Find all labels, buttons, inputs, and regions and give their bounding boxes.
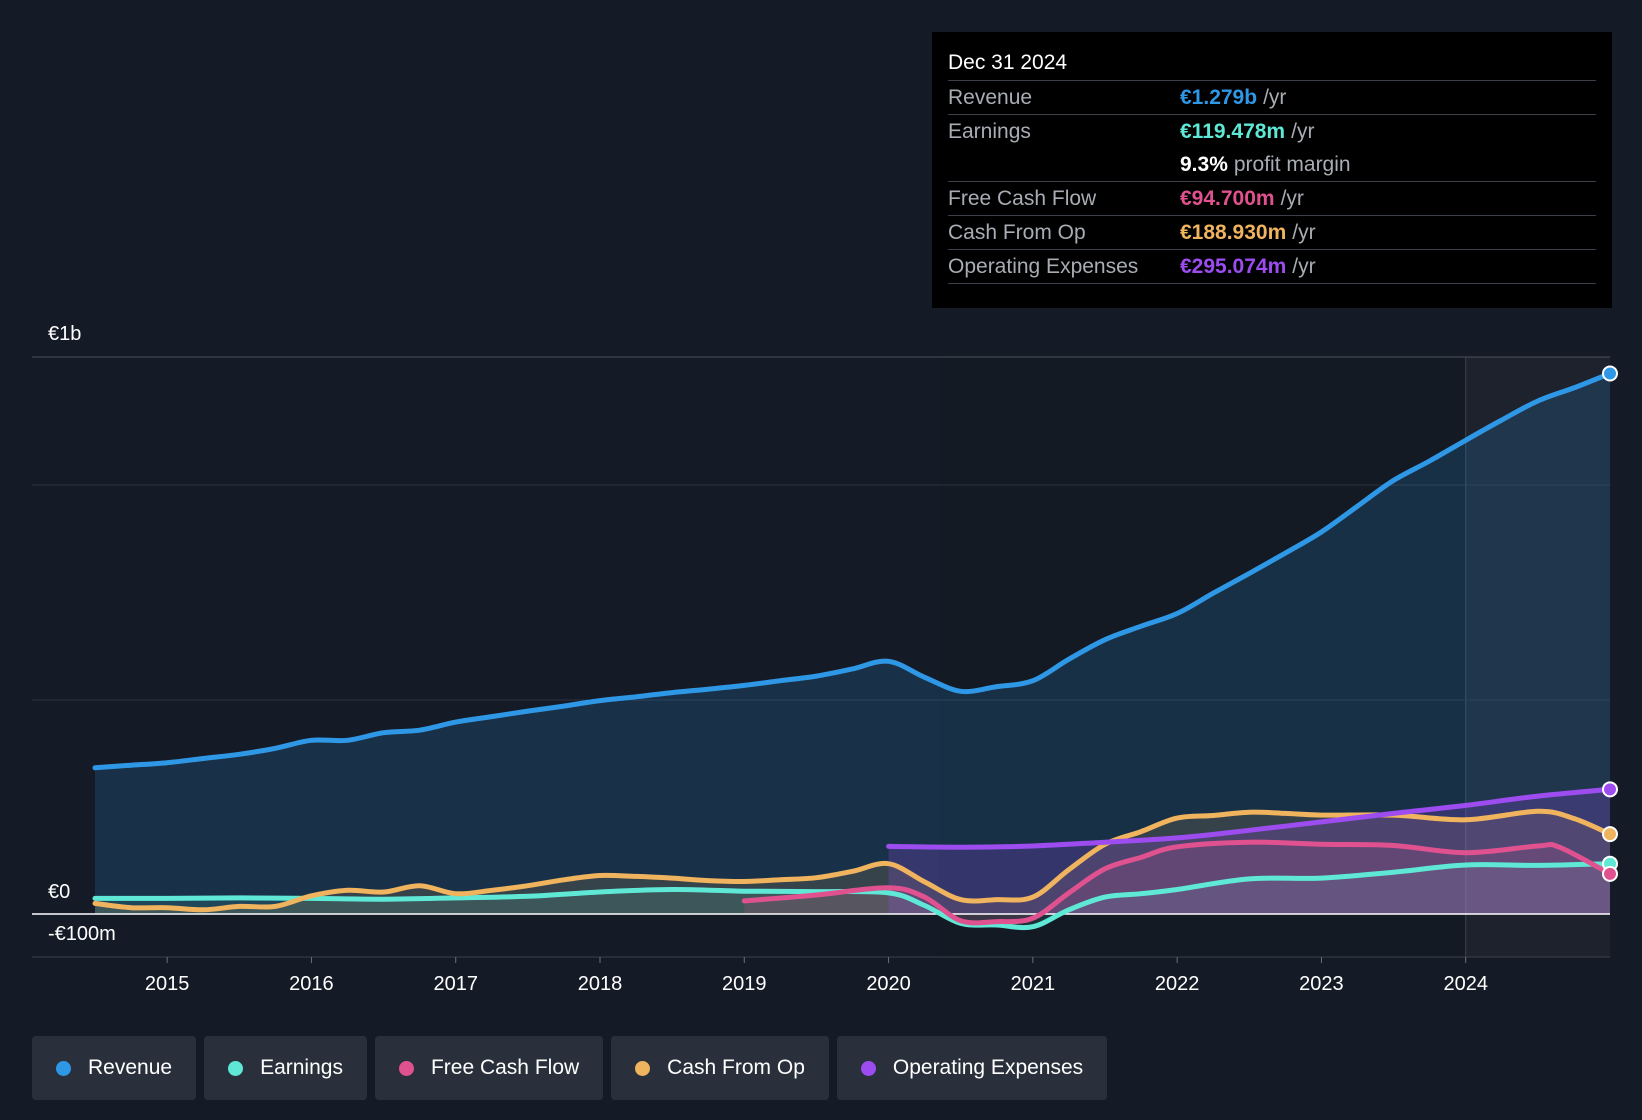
x-tick-label: 2020: [866, 973, 911, 995]
tooltip-row-revenue: Revenue €1.279b /yr: [948, 80, 1596, 114]
tooltip-row-cfo: Cash From Op €188.930m /yr: [948, 215, 1596, 249]
area-operating-expenses: [888, 789, 1610, 914]
tooltip-label: Operating Expenses: [948, 254, 1139, 278]
y-label-top: €1b: [48, 323, 81, 345]
tooltip-value: €188.930m: [1180, 220, 1287, 244]
highlight-band: [1465, 357, 1610, 957]
legend-dot-icon: [398, 1060, 414, 1076]
legend-dot-icon: [860, 1060, 876, 1076]
series-line-operating-expenses: [886, 786, 1613, 850]
legend-item-earnings[interactable]: Earnings: [204, 1036, 367, 1100]
end-point-free-cash-flow: [1602, 865, 1618, 882]
tooltip-unit: profit margin: [1233, 152, 1351, 176]
end-point-cash-from-op: [1602, 826, 1618, 843]
legend-item-free-cash-flow[interactable]: Free Cash Flow: [374, 1036, 604, 1100]
legend-label: Earnings: [260, 1056, 343, 1079]
legend-item-operating-expenses[interactable]: Operating Expenses: [836, 1036, 1108, 1100]
legend-item-cash-from-op[interactable]: Cash From Op: [611, 1036, 829, 1100]
tooltip-row-opex: Operating Expenses €295.074m /yr: [948, 249, 1596, 284]
tooltip-value: €1.279b: [1180, 85, 1258, 109]
area-cash-from-op: [95, 811, 1610, 914]
series-line-revenue: [92, 371, 1613, 771]
tooltip-label: Free Cash Flow: [948, 186, 1097, 210]
x-tick-label: 2015: [145, 973, 190, 995]
legend: Revenue Earnings Free Cash Flow Cash Fro…: [32, 1036, 1108, 1100]
tooltip-unit: /yr: [1292, 220, 1316, 244]
x-tick-label: 2017: [433, 973, 478, 995]
legend-label: Cash From Op: [667, 1056, 805, 1079]
area-free-cash-flow: [744, 842, 1610, 923]
plot-dark-region: [938, 357, 1610, 957]
tooltip-label: Earnings: [948, 119, 1031, 143]
legend-label: Operating Expenses: [892, 1056, 1084, 1079]
area-earnings: [95, 863, 1610, 928]
areas-layer: [95, 373, 1610, 928]
legend-item-revenue[interactable]: Revenue: [32, 1036, 197, 1100]
x-axis: 2015 2016 2017 2018 2019 2020 2021 2022 2023 2024: [145, 957, 1488, 995]
x-tick-label: 2022: [1155, 973, 1200, 995]
lines-layer: [92, 371, 1613, 931]
legend-label: Free Cash Flow: [430, 1056, 580, 1079]
series-line-free-cash-flow: [741, 839, 1613, 926]
tooltip-unit: /yr: [1292, 254, 1316, 278]
x-tick-label: 2018: [578, 973, 623, 995]
legend-dot-icon: [228, 1060, 244, 1076]
x-tick-label: 2019: [722, 973, 767, 995]
tooltip-value: 9.3%: [1180, 152, 1228, 176]
y-label-bottom: -€100m: [48, 923, 116, 945]
tooltip-row-margin: 9.3% profit margin: [948, 148, 1596, 181]
tooltip-unit: /yr: [1263, 85, 1287, 109]
series-line-cash-from-op: [92, 808, 1613, 913]
x-tick-label: 2023: [1299, 973, 1344, 995]
end-point-operating-expenses: [1602, 781, 1618, 798]
end-point-revenue: [1602, 365, 1618, 382]
tooltip-value: €119.478m: [1180, 119, 1286, 143]
tooltip-value: €94.700m: [1180, 186, 1275, 210]
y-label-zero: €0: [48, 881, 70, 903]
series-line-earnings: [92, 861, 1613, 931]
tooltip-panel: Dec 31 2024 Revenue €1.279b /yr Earnings…: [932, 32, 1612, 308]
legend-dot-icon: [56, 1060, 71, 1076]
tooltip-unit: /yr: [1280, 186, 1304, 210]
legend-dot-icon: [635, 1060, 651, 1076]
area-revenue: [95, 373, 1610, 914]
x-tick-label: 2016: [289, 973, 334, 995]
dots-layer: [1602, 365, 1618, 882]
tooltip-label: Cash From Op: [948, 220, 1086, 244]
tooltip-date: Dec 31 2024: [948, 51, 1068, 74]
tooltip-row-earnings: Earnings €119.478m /yr: [948, 114, 1596, 148]
legend-label: Revenue: [88, 1056, 173, 1079]
x-tick-label: 2024: [1443, 973, 1488, 995]
tooltip-row-fcf: Free Cash Flow €94.700m /yr: [948, 181, 1596, 215]
tooltip-unit: /yr: [1291, 119, 1315, 143]
x-tick-label: 2021: [1011, 973, 1056, 995]
tooltip-label: Revenue: [948, 85, 1033, 109]
tooltip-value: €295.074m: [1180, 254, 1287, 278]
